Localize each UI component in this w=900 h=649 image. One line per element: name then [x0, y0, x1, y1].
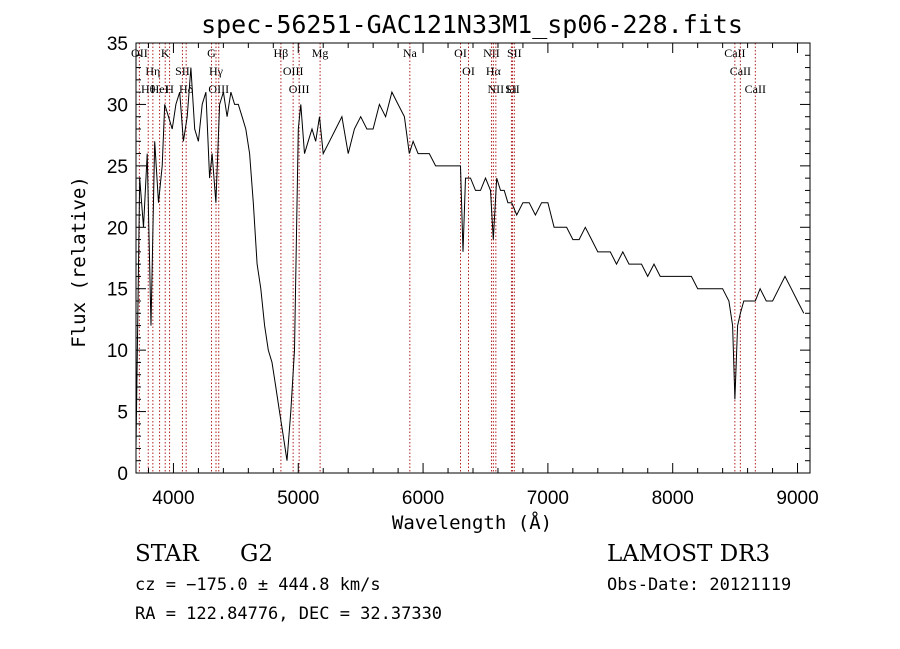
line-label-19: Hα	[486, 64, 502, 78]
y-tick-label-2: 10	[107, 341, 128, 362]
line-label-0: OII	[131, 46, 148, 60]
line-label-8: G	[207, 46, 216, 60]
x-tick-label-5: 9000	[776, 488, 818, 509]
line-label-9: Hγ	[209, 64, 224, 78]
spectrum-series	[135, 67, 805, 461]
x-tick-label-1: 5000	[277, 488, 319, 509]
line-label-13: OIII	[289, 82, 310, 96]
redshift-info: cz = −175.0 ± 444.8 km/s	[135, 575, 381, 595]
x-axis: 4000 5000 6000 7000 8000 9000	[147, 43, 819, 509]
line-label-6: SII	[175, 64, 190, 78]
line-label-24: CaII	[724, 46, 745, 60]
line-label-18: NII	[483, 46, 500, 60]
y-tick-label-1: 5	[117, 403, 128, 424]
plot-frame	[135, 42, 811, 474]
line-label-25: CaII	[730, 64, 751, 78]
line-label-11: Hβ	[274, 46, 289, 60]
line-label-2: Hθ	[141, 82, 156, 96]
y-axis: 0 5 10 15 20 25 30 35	[107, 34, 810, 485]
line-label-3: K	[161, 46, 170, 60]
line-label-17: OI	[462, 64, 475, 78]
y-tick-label-3: 15	[107, 280, 128, 301]
spectrum-line	[135, 67, 805, 461]
observation-date: Obs-Date: 20121119	[607, 575, 791, 595]
line-label-14: Mg	[312, 46, 329, 60]
y-tick-label-6: 30	[107, 95, 128, 116]
line-label-26: CaII	[745, 82, 766, 96]
x-axis-label: Wavelength (Å)	[392, 511, 552, 534]
line-label-5: HeI	[151, 82, 169, 96]
coordinates: RA = 122.84776, DEC = 32.37330	[135, 604, 442, 624]
y-axis-label: Flux (relative)	[68, 176, 90, 348]
x-tick-label-3: 7000	[527, 488, 569, 509]
line-label-10: OIII	[208, 82, 229, 96]
object-subclass: G2	[240, 541, 273, 567]
object-class: STAR	[135, 541, 199, 567]
x-tick-label-2: 6000	[402, 488, 444, 509]
line-label-1: Hη	[145, 64, 160, 78]
line-label-22: SII	[505, 82, 520, 96]
y-tick-label-7: 35	[107, 34, 128, 55]
line-label-23: SII	[507, 46, 522, 60]
line-label-16: OI	[454, 46, 467, 60]
line-label-21: Li	[506, 82, 517, 96]
x-tick-label-4: 8000	[652, 488, 694, 509]
y-tick-label-5: 25	[107, 157, 128, 178]
y-tick-label-0: 0	[117, 464, 128, 485]
line-label-12: OIII	[283, 64, 304, 78]
survey-name: LAMOST DR3	[607, 541, 770, 567]
chart-title: spec-56251-GAC121N33M1_sp06-228.fits	[201, 10, 743, 39]
x-tick-label-0: 4000	[152, 488, 194, 509]
y-tick-label-4: 20	[107, 218, 128, 239]
line-label-15: Na	[403, 46, 418, 60]
line-label-4: H	[165, 82, 174, 96]
line-label-20: NII	[488, 82, 505, 96]
